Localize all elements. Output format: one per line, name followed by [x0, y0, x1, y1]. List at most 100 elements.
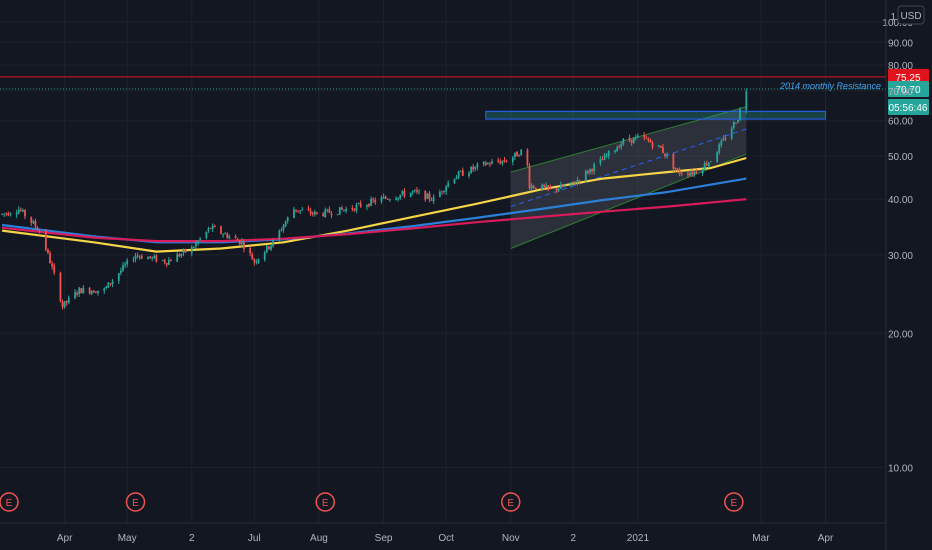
time-tick-label: Jul — [248, 533, 261, 544]
candle-body — [126, 260, 129, 265]
candle — [607, 150, 610, 160]
earnings-marker-label: E — [132, 498, 139, 509]
candle — [105, 285, 108, 290]
parallel-channel[interactable] — [510, 106, 747, 249]
candle-body — [359, 202, 362, 207]
candle — [430, 197, 433, 201]
candle-body — [647, 139, 650, 141]
candle — [228, 234, 231, 240]
candle-body — [255, 261, 258, 263]
candle-body — [445, 186, 448, 192]
candle — [709, 161, 712, 163]
candle-body — [355, 204, 358, 211]
candle — [117, 272, 120, 285]
candle-body — [257, 258, 260, 263]
candle-body — [459, 171, 462, 173]
candle — [705, 160, 708, 167]
candle — [384, 195, 387, 200]
price-tick-label: 90.00 — [888, 38, 913, 49]
channel-upper-line — [510, 106, 747, 173]
candle-body — [664, 153, 666, 157]
candle-body — [528, 165, 531, 189]
candle-body — [253, 259, 256, 263]
candle — [138, 254, 141, 261]
candle-body — [224, 233, 227, 235]
candle — [103, 287, 106, 294]
candle — [278, 229, 281, 242]
candle-body — [178, 254, 181, 257]
candle — [44, 228, 47, 252]
candle-body — [651, 142, 654, 147]
candle — [618, 144, 621, 149]
candle — [24, 209, 26, 220]
earnings-marker[interactable]: E — [501, 492, 521, 512]
candle-body — [155, 255, 158, 262]
candle — [722, 135, 725, 142]
candle — [111, 279, 114, 288]
plot-background — [0, 0, 886, 523]
candle — [438, 189, 441, 198]
candle — [559, 181, 562, 189]
earnings-marker[interactable]: E — [724, 492, 744, 512]
candle-body — [716, 152, 719, 163]
earnings-marker-circle — [724, 492, 744, 512]
candle — [735, 122, 737, 124]
candle-body — [51, 263, 54, 267]
candle — [61, 299, 64, 310]
candle-body — [15, 212, 18, 215]
price-axis[interactable]: 10.00 20.00 30.00 40.00 50.00 60.00 70.00 80.00… — [882, 12, 913, 474]
candle-body — [561, 184, 564, 187]
candle — [409, 192, 412, 198]
candle — [401, 189, 404, 196]
candle — [634, 134, 637, 141]
candle-body — [491, 161, 493, 164]
candle-body — [676, 168, 679, 171]
candle-body — [307, 208, 310, 211]
candle — [395, 196, 397, 201]
candle-body — [401, 191, 404, 195]
candle-body — [117, 273, 120, 281]
candle-body — [657, 145, 660, 147]
candle — [443, 190, 445, 194]
candle-body — [591, 169, 593, 172]
candle — [482, 161, 485, 167]
time-axis[interactable]: Apr May 2 Jul Aug Sep Oct Nov 2 2021 Mar Apr — [57, 533, 834, 544]
candle-body — [249, 248, 252, 254]
candle — [572, 181, 575, 185]
candle — [574, 180, 577, 185]
candle — [589, 168, 591, 175]
candle-body — [97, 290, 99, 293]
candle-body — [272, 240, 274, 246]
candle — [165, 262, 168, 268]
candle — [328, 206, 331, 214]
candle-body — [616, 147, 618, 152]
candle-body — [532, 185, 535, 188]
candle — [359, 200, 362, 208]
candle-body — [293, 209, 295, 219]
moving-average-line-3 — [1, 198, 747, 243]
candle — [687, 170, 689, 178]
candle — [272, 238, 274, 248]
candle — [707, 162, 710, 168]
candle — [730, 126, 733, 141]
candle — [15, 209, 18, 219]
candle — [255, 259, 258, 265]
candle-body — [605, 155, 608, 157]
candle-body — [94, 292, 97, 294]
earnings-marker[interactable]: E — [125, 492, 146, 512]
price-label-badge — [888, 80, 929, 97]
resistance-zone-box[interactable] — [485, 110, 827, 120]
earnings-marker[interactable]: E — [315, 492, 335, 512]
candle-body — [397, 197, 400, 200]
resistance-zone[interactable] — [485, 110, 827, 120]
candle-body — [486, 163, 489, 165]
candle — [315, 211, 318, 215]
earnings-marker[interactable]: E — [0, 492, 19, 512]
candle-body — [720, 140, 723, 146]
currency-button[interactable]: USD — [897, 5, 925, 25]
candle — [620, 141, 623, 150]
candle — [357, 202, 360, 205]
